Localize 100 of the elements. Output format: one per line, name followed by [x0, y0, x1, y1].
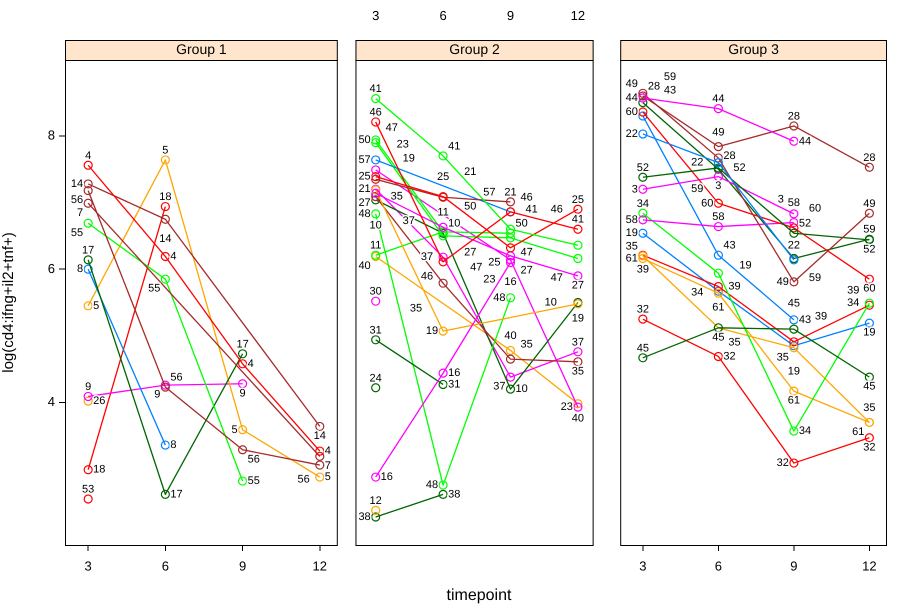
text: 40: [504, 330, 517, 342]
text: 28: [723, 150, 736, 162]
text: 34: [636, 198, 649, 210]
text: 35: [728, 336, 741, 348]
chart-title: Group 1: [176, 40, 227, 57]
series-label: 50: [358, 134, 371, 146]
series-label: 35: [863, 402, 876, 414]
series-label: 45: [636, 342, 649, 354]
text: 45: [788, 298, 800, 310]
series-label: 14: [70, 178, 84, 190]
text: 39: [847, 284, 860, 297]
series-label: 31: [448, 378, 460, 390]
text: 22: [626, 128, 638, 140]
series-label: 58: [626, 214, 638, 226]
series-label: 9: [85, 380, 92, 393]
x-tick-label: 9: [506, 8, 514, 23]
x-tick-label: 3: [84, 558, 92, 574]
series-label: 25: [358, 170, 371, 183]
text: 37: [572, 336, 584, 348]
text: 43: [723, 240, 736, 252]
text: 28: [788, 110, 800, 122]
series-label: 21: [358, 182, 371, 195]
text: 55: [148, 282, 160, 295]
text: 43: [664, 84, 676, 96]
text: 23: [396, 138, 409, 150]
series-label: 46: [370, 106, 382, 118]
text: 19: [863, 326, 876, 339]
text: 52: [733, 162, 746, 174]
y-axis-title: log(cd4:ifng+il2+tnf+): [0, 232, 18, 373]
text: 25: [572, 194, 584, 206]
x-tick-label: 12: [570, 8, 586, 23]
series-label: 41: [448, 140, 460, 152]
series-label: 26: [93, 395, 106, 408]
text: 57: [483, 186, 496, 198]
series-label: 61: [712, 302, 724, 314]
text: 49: [863, 198, 876, 210]
x-tick-label: 3: [372, 8, 380, 23]
text: 35: [776, 351, 789, 364]
text: 4: [85, 150, 92, 162]
series-label: 38: [448, 488, 460, 500]
y-tick-label: 8: [48, 128, 55, 143]
series-label: 44: [798, 135, 812, 148]
text: 46: [520, 191, 533, 204]
series-label: 5: [162, 144, 168, 156]
series-label: 22: [691, 156, 704, 169]
text: 3: [632, 183, 638, 196]
text: 56: [70, 194, 84, 206]
series-label: 27: [520, 264, 533, 276]
series-label: 57: [358, 154, 371, 166]
x-tick-label: 6: [439, 8, 447, 23]
text: 49: [626, 78, 638, 90]
text: 14: [159, 232, 172, 245]
text: 5: [231, 424, 238, 436]
text: 39: [814, 310, 828, 322]
x-tick-label: 12: [862, 558, 877, 574]
text: 21: [504, 186, 517, 198]
text: 22: [788, 239, 800, 252]
series-label: 7: [77, 206, 84, 219]
series-label: 34: [798, 425, 812, 438]
text: 10: [544, 296, 557, 309]
series-label: 52: [798, 218, 812, 230]
text: 17: [236, 338, 249, 350]
x-tick-label: 3: [639, 558, 646, 574]
series-label: 10: [515, 383, 528, 396]
x-tick-label: 6: [162, 558, 169, 574]
text: 50: [515, 218, 528, 230]
series-label: 43: [798, 314, 812, 326]
series-label: 56: [248, 453, 260, 466]
text: 5: [324, 471, 331, 484]
text: 35: [626, 240, 638, 252]
series-label: 60: [701, 197, 714, 210]
text: 32: [863, 441, 876, 454]
text: 27: [572, 279, 584, 292]
text: 60: [808, 202, 822, 214]
text: 46: [420, 270, 434, 282]
text: 40: [572, 412, 584, 424]
text: 56: [170, 372, 183, 384]
text: 58: [788, 197, 800, 210]
series-label: 47: [520, 246, 533, 258]
text: 5: [93, 300, 100, 312]
text: 55: [70, 226, 84, 239]
text: 61: [788, 394, 800, 407]
text: 35: [520, 338, 533, 351]
series-label: 24: [370, 372, 382, 384]
text: 41: [572, 214, 584, 226]
text: 49: [712, 126, 724, 138]
text: 16: [504, 276, 517, 288]
series-label: 16: [380, 471, 393, 484]
y-tick-label: 6: [48, 260, 55, 276]
series-label: 3: [778, 193, 784, 206]
text: 27: [358, 196, 371, 209]
text: 39: [636, 264, 649, 276]
text: 47: [470, 261, 482, 274]
chart-title: Group 2: [449, 40, 500, 57]
chart-title: Group 3: [728, 40, 780, 57]
y-tick-label: 4: [48, 394, 55, 410]
series-label: 55: [248, 475, 260, 488]
series-label: 23: [560, 401, 573, 414]
series-label: 48: [358, 208, 371, 220]
x-tick-label: 9: [238, 558, 246, 574]
